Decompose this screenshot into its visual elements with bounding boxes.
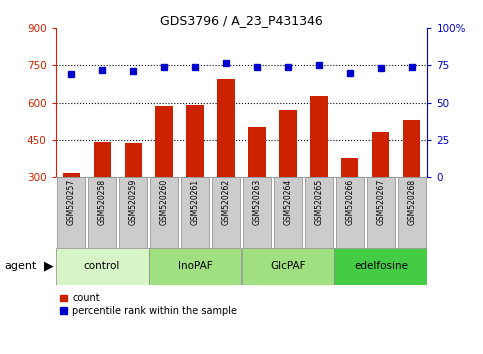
- Text: GSM520262: GSM520262: [222, 179, 230, 225]
- Bar: [403, 120, 421, 177]
- Bar: [280, 110, 297, 177]
- Text: control: control: [84, 261, 120, 272]
- Bar: [242, 248, 334, 285]
- Bar: [186, 105, 203, 177]
- Bar: [341, 159, 358, 177]
- Bar: [57, 177, 85, 248]
- Text: GSM520261: GSM520261: [190, 179, 199, 225]
- Bar: [311, 96, 327, 177]
- Text: edelfosine: edelfosine: [354, 261, 408, 272]
- Text: GSM520266: GSM520266: [345, 179, 355, 225]
- Text: GSM520265: GSM520265: [314, 179, 324, 225]
- Text: ▶: ▶: [43, 260, 53, 273]
- Bar: [368, 177, 395, 248]
- Bar: [88, 177, 115, 248]
- Bar: [150, 177, 178, 248]
- Bar: [248, 127, 266, 177]
- Bar: [156, 106, 172, 177]
- Bar: [243, 177, 270, 248]
- Legend: count, percentile rank within the sample: count, percentile rank within the sample: [60, 293, 237, 316]
- Bar: [305, 177, 333, 248]
- Text: GSM520258: GSM520258: [98, 179, 107, 225]
- Text: agent: agent: [5, 261, 37, 272]
- Bar: [94, 142, 111, 177]
- Bar: [274, 177, 301, 248]
- Text: GSM520267: GSM520267: [376, 179, 385, 225]
- Text: GSM520263: GSM520263: [253, 179, 261, 225]
- Bar: [56, 248, 149, 285]
- Bar: [213, 177, 240, 248]
- Text: GSM520260: GSM520260: [159, 179, 169, 225]
- Bar: [149, 248, 242, 285]
- Bar: [125, 143, 142, 177]
- Bar: [334, 248, 427, 285]
- Text: GSM520257: GSM520257: [67, 179, 75, 225]
- Text: GSM520268: GSM520268: [408, 179, 416, 225]
- Bar: [336, 177, 364, 248]
- Text: GSM520264: GSM520264: [284, 179, 293, 225]
- Title: GDS3796 / A_23_P431346: GDS3796 / A_23_P431346: [160, 14, 323, 27]
- Bar: [372, 132, 389, 177]
- Bar: [398, 177, 426, 248]
- Bar: [182, 177, 209, 248]
- Text: InoPAF: InoPAF: [178, 261, 213, 272]
- Text: GlcPAF: GlcPAF: [270, 261, 306, 272]
- Bar: [62, 173, 80, 177]
- Text: GSM520259: GSM520259: [128, 179, 138, 225]
- Bar: [119, 177, 147, 248]
- Bar: [217, 79, 235, 177]
